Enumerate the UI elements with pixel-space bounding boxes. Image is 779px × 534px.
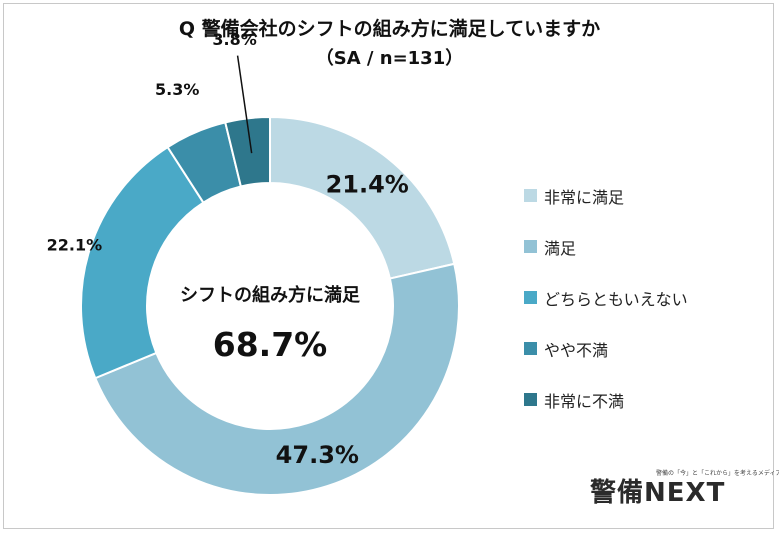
slice-satisfied xyxy=(93,262,460,496)
legend-swatch xyxy=(524,393,537,406)
legend-label: 非常に不満 xyxy=(544,391,625,411)
slice-neutral xyxy=(80,145,205,380)
chart-title: Q 警備会社のシフトの組み方に満足していますか xyxy=(178,18,601,40)
slice-very-satisfied xyxy=(269,115,456,280)
legend-item-satisfied: 満足 xyxy=(524,221,764,272)
data-label-satisfied: 47.3% xyxy=(276,441,359,469)
logo-tagline: 警備の「今」と「これから」を考えるメディア xyxy=(656,470,779,477)
chart-subtitle: （SA / n=131） xyxy=(315,48,464,69)
data-label-somewhat-dissatisfied: 5.3% xyxy=(155,80,199,99)
legend-item-somewhat-dissatisfied: やや不満 xyxy=(524,323,764,374)
data-label-neutral: 22.1% xyxy=(47,235,103,254)
data-label-very-satisfied: 21.4% xyxy=(326,170,409,198)
legend-swatch xyxy=(524,291,537,304)
leader-line-very-dissatisfied xyxy=(236,55,253,154)
legend-swatch xyxy=(524,189,537,202)
legend-label: やや不満 xyxy=(544,340,609,360)
slice-very-dissatisfied xyxy=(224,115,271,188)
legend-label: 満足 xyxy=(544,238,577,258)
legend-item-very-satisfied: 非常に満足 xyxy=(524,170,764,221)
legend-item-very-dissatisfied: 非常に不満 xyxy=(524,374,764,425)
legend-swatch xyxy=(524,342,537,355)
legend-label: 非常に満足 xyxy=(544,187,625,207)
center-value: 68.7% xyxy=(213,325,328,364)
center-label: シフトの組み方に満足 xyxy=(180,284,360,306)
legend-item-neutral: どちらともいえない xyxy=(524,272,764,323)
brand-logo: 警備NEXT 警備の「今」と「これから」を考えるメディア xyxy=(590,468,779,508)
logo-text: 警備NEXT xyxy=(590,478,726,508)
legend-label: どちらともいえない xyxy=(544,289,688,309)
data-label-very-dissatisfied: 3.8% xyxy=(212,30,256,49)
legend: 非常に満足満足どちらともいえない やや不満非常に不満 xyxy=(524,170,764,425)
legend-swatch xyxy=(524,240,537,253)
